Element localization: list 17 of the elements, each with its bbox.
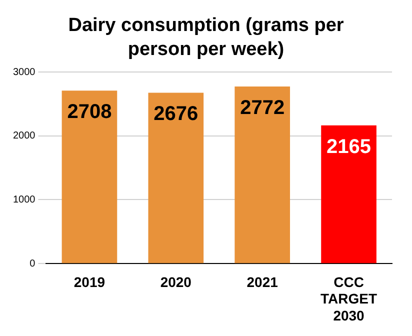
data-label: 2708 <box>67 101 112 124</box>
y-tick-label: 0 <box>30 258 36 270</box>
x-tick-label: 2019 <box>74 274 106 290</box>
y-tick-label: 1000 <box>12 194 36 206</box>
data-label: 2165 <box>326 136 372 158</box>
bar <box>148 92 204 264</box>
x-tick-label: 2021 <box>246 274 278 290</box>
bar <box>234 86 290 264</box>
x-tick-label: 2020 <box>160 274 192 290</box>
chart-title: Dairy consumption (grams per person per week) <box>67 14 345 62</box>
bar <box>62 90 118 264</box>
data-label: 2676 <box>154 103 198 126</box>
y-tick-label: 2000 <box>12 130 36 142</box>
x-tick-label: CCC TARGET 2030 <box>320 274 378 324</box>
bar <box>321 125 376 264</box>
y-tick-label: 3000 <box>12 66 36 78</box>
data-label: 2772 <box>240 97 285 120</box>
